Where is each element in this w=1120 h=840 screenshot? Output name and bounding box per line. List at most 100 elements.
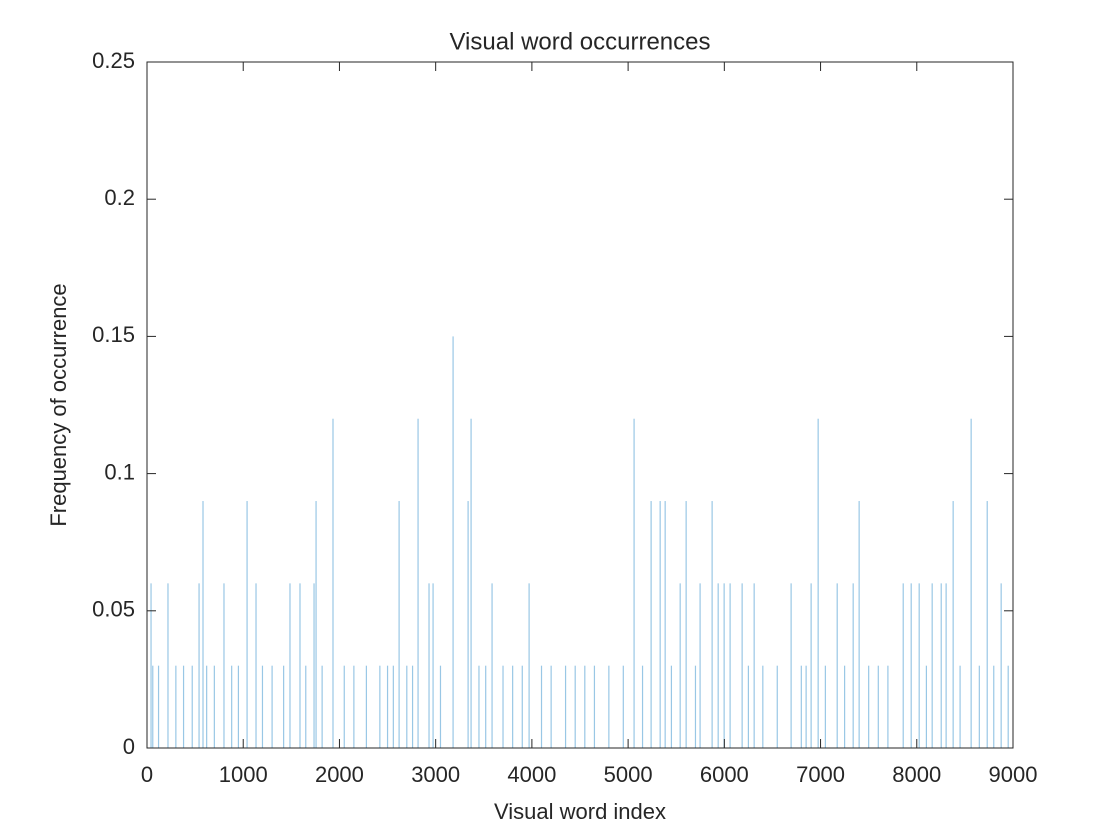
bar <box>650 501 652 748</box>
bar <box>417 418 419 748</box>
bar <box>182 665 185 748</box>
bar <box>729 583 731 748</box>
bar <box>694 665 697 748</box>
y-tick-label: 0 <box>123 734 135 759</box>
bar <box>152 665 154 748</box>
bar <box>790 583 792 748</box>
bar <box>353 665 355 748</box>
bar <box>685 501 687 748</box>
bar <box>528 583 530 748</box>
bar <box>959 665 961 748</box>
bar <box>540 665 543 748</box>
y-axis-label: Frequency of occurrence <box>46 283 71 526</box>
x-tick-label: 2000 <box>315 762 364 787</box>
x-tick-label: 8000 <box>892 762 941 787</box>
y-tick-label: 0.05 <box>92 597 135 622</box>
bar <box>945 583 947 748</box>
bar <box>887 665 889 748</box>
bar <box>824 665 826 748</box>
bar <box>478 665 480 748</box>
bar <box>237 665 240 748</box>
bar <box>564 665 567 748</box>
bar <box>213 665 215 748</box>
x-tick-label: 6000 <box>700 762 749 787</box>
bar <box>993 665 995 748</box>
bar <box>1000 583 1002 748</box>
bar <box>432 583 434 748</box>
bar <box>836 583 838 748</box>
bar <box>608 665 610 748</box>
bar <box>150 583 152 748</box>
plot-area <box>150 336 1009 748</box>
bar <box>246 501 248 748</box>
bar <box>918 583 920 748</box>
bar <box>321 665 323 748</box>
bar <box>550 665 552 748</box>
bar <box>255 583 257 748</box>
bar <box>452 336 454 748</box>
bar <box>1007 665 1009 748</box>
bar <box>271 665 273 748</box>
bar <box>313 583 315 748</box>
x-tick-label: 1000 <box>219 762 268 787</box>
bar <box>622 665 624 748</box>
bar <box>343 665 345 748</box>
bar <box>584 665 586 748</box>
bar <box>365 665 367 748</box>
bar <box>817 418 819 748</box>
x-tick-label: 3000 <box>411 762 460 787</box>
bar <box>711 501 713 748</box>
bar <box>428 583 430 748</box>
x-tick-label: 4000 <box>507 762 556 787</box>
bar <box>223 583 225 748</box>
bar <box>470 418 472 748</box>
bar <box>593 665 596 748</box>
bar <box>392 665 394 748</box>
bar <box>502 665 504 748</box>
bar <box>717 583 719 748</box>
bar <box>406 665 408 748</box>
bar <box>805 665 807 748</box>
bar <box>940 583 942 748</box>
y-tick-label: 0.25 <box>92 48 135 73</box>
bar <box>574 665 576 748</box>
bar <box>852 583 854 748</box>
bar <box>261 665 264 748</box>
bar <box>747 665 749 748</box>
bar <box>157 665 160 748</box>
bar <box>877 665 879 748</box>
bar <box>931 583 933 748</box>
bar <box>810 583 812 748</box>
bar <box>299 583 301 748</box>
bar <box>202 501 204 748</box>
bar <box>485 665 487 748</box>
bar <box>978 665 980 748</box>
bar <box>868 665 870 748</box>
bar <box>512 665 514 748</box>
y-tick-label: 0.2 <box>104 185 135 210</box>
bar <box>679 583 681 748</box>
bar <box>191 665 193 748</box>
bar <box>970 418 972 748</box>
bar <box>800 665 802 748</box>
bar <box>910 583 912 748</box>
bar <box>206 665 208 748</box>
x-axis-label: Visual word index <box>494 799 666 824</box>
x-tick-label: 7000 <box>796 762 845 787</box>
bar <box>198 583 200 748</box>
bar <box>641 665 644 748</box>
bar <box>902 583 904 748</box>
bar <box>723 583 725 748</box>
bar <box>699 583 701 748</box>
bar <box>762 665 764 748</box>
y-tick-label: 0.15 <box>92 322 135 347</box>
bar <box>741 583 743 748</box>
bar <box>467 501 469 748</box>
axes-box <box>146 61 1014 749</box>
bar <box>491 583 493 748</box>
bar <box>633 418 635 748</box>
bar <box>664 501 666 748</box>
y-tick-label: 0.1 <box>104 459 135 484</box>
